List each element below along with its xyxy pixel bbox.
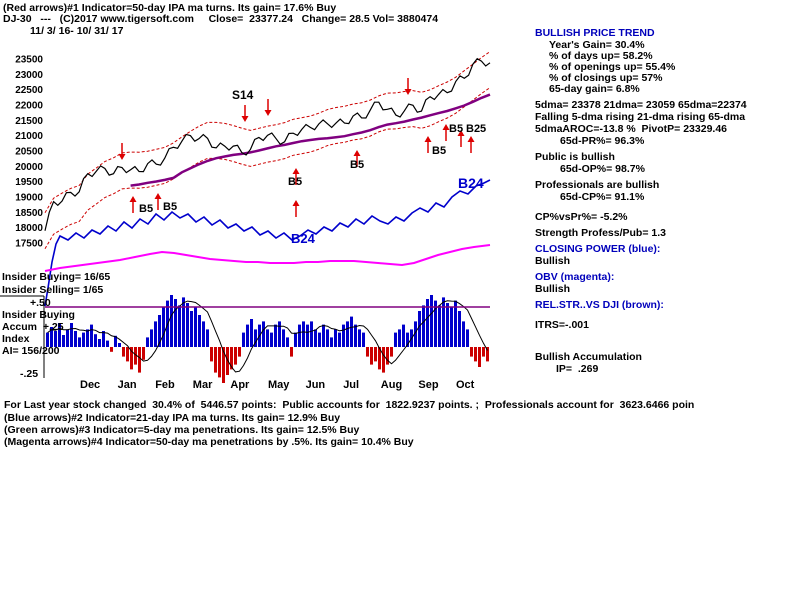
svg-text:Apr: Apr <box>230 379 250 391</box>
buy-arrow-icon <box>154 193 162 199</box>
svg-text:Sep: Sep <box>418 379 438 391</box>
closing-power-line <box>44 179 491 307</box>
svg-text:Oct: Oct <box>456 379 475 391</box>
svg-text:21000: 21000 <box>15 131 43 142</box>
accum-ma-line <box>47 300 488 373</box>
svg-text:22000: 22000 <box>15 101 43 112</box>
signal-arrows <box>118 78 475 217</box>
svg-text:Jun: Jun <box>306 379 326 391</box>
buy-arrow-icon <box>442 124 450 130</box>
buy-arrow-icon <box>467 136 475 142</box>
signal-label: B24 <box>291 231 316 246</box>
sell-arrow-icon <box>118 154 126 160</box>
svg-text:21500: 21500 <box>15 116 43 127</box>
svg-text:May: May <box>268 379 290 391</box>
svg-text:17500: 17500 <box>15 239 43 250</box>
buy-arrow-icon <box>353 150 361 156</box>
buy-arrow-icon <box>129 196 137 202</box>
svg-text:23500: 23500 <box>15 55 43 66</box>
signal-label: B25 <box>466 123 486 135</box>
buy-arrow-icon <box>292 200 300 206</box>
signal-label: B5 <box>449 123 463 135</box>
sell-arrow-icon <box>264 110 272 116</box>
signal-label: B5 <box>350 159 364 171</box>
svg-text:Jul: Jul <box>343 379 359 391</box>
signal-label: B5 <box>288 176 302 188</box>
price-bands <box>44 51 491 249</box>
signal-label: B5 <box>432 145 446 157</box>
buy-arrow-icon <box>292 168 300 174</box>
x-axis-month-labels: Dec Jan Feb Mar Apr May Jun Jul Aug Sep Oct <box>80 379 475 391</box>
svg-text:Aug: Aug <box>381 379 402 391</box>
svg-text:Mar: Mar <box>193 379 213 391</box>
quote-header: DJ-30 --- (C)2017 www.tigersoft.com Clos… <box>3 13 439 25</box>
svg-text:23000: 23000 <box>15 70 43 81</box>
signal-label: B5 <box>163 201 177 213</box>
svg-text:19000: 19000 <box>15 193 43 204</box>
price-line <box>44 57 491 231</box>
buy-arrow-icon <box>457 130 465 136</box>
accum-histogram <box>46 295 489 383</box>
obv-line <box>44 244 491 272</box>
panel-divider-lines <box>0 295 45 378</box>
signal-label: B24 <box>458 175 484 191</box>
svg-text:18000: 18000 <box>15 223 43 234</box>
svg-text:18500: 18500 <box>15 208 43 219</box>
svg-text:19500: 19500 <box>15 177 43 188</box>
svg-text:22500: 22500 <box>15 85 43 96</box>
svg-text:20500: 20500 <box>15 147 43 158</box>
signal-label: S14 <box>232 88 254 102</box>
sell-arrow-icon <box>241 116 249 122</box>
svg-text:20000: 20000 <box>15 162 43 173</box>
date-range-label: 11/ 3/ 16- 10/ 31/ 17 <box>30 25 124 37</box>
svg-text:Dec: Dec <box>80 379 100 391</box>
ma-65day-line <box>130 93 491 187</box>
y-axis-labels: 23500 23000 22500 22000 21500 21000 20500 20000… <box>15 55 43 250</box>
signal-label: B5 <box>139 203 153 215</box>
indicator1-header: (Red arrows)#1 Indicator=50-day IPA ma t… <box>3 2 337 14</box>
buy-arrow-icon <box>424 136 432 142</box>
sell-arrow-icon <box>404 89 412 95</box>
svg-text:Feb: Feb <box>155 379 175 391</box>
svg-text:Jan: Jan <box>118 379 137 391</box>
